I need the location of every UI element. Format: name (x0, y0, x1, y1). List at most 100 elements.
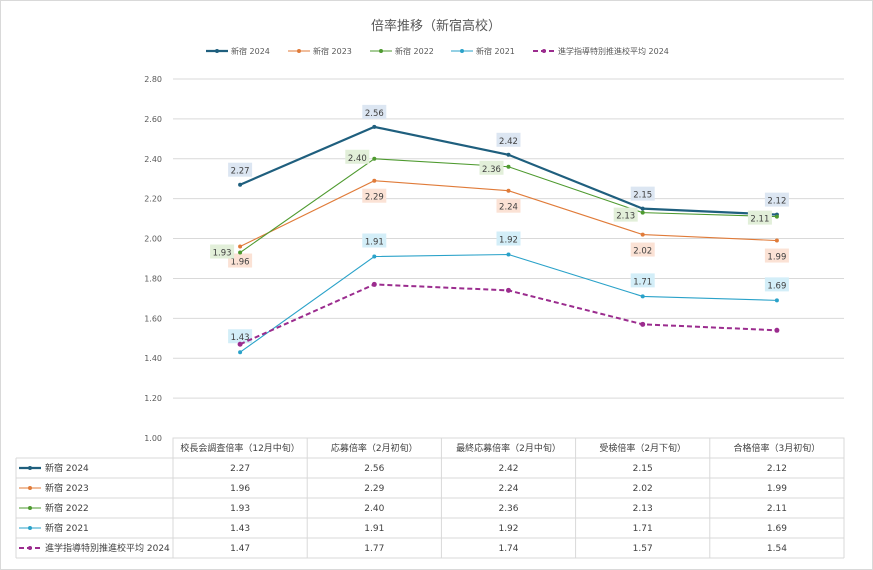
y-tick-label: 1.00 (144, 434, 162, 443)
y-tick-label: 2.20 (144, 195, 162, 204)
data-point (506, 164, 511, 169)
data-point (372, 124, 377, 129)
series-line-3 (239, 253, 777, 353)
data-point (640, 294, 645, 299)
data-label: 2.29 (365, 193, 384, 203)
table-cell: 1.57 (633, 544, 653, 554)
y-tick-label: 2.80 (144, 75, 162, 84)
y-tick-label: 2.40 (144, 155, 162, 164)
data-point (238, 182, 243, 187)
table-cell: 2.11 (767, 504, 787, 514)
data-label: 2.40 (348, 154, 367, 164)
data-label: 1.69 (767, 281, 786, 291)
data-point (506, 287, 511, 293)
table-series-name: 新宿 2023 (45, 482, 89, 494)
data-label: 1.99 (767, 253, 786, 263)
data-point (640, 321, 646, 327)
data-point (774, 298, 779, 303)
data-label-bg (747, 210, 772, 225)
table-cell: 1.54 (767, 544, 787, 554)
series-line-4 (239, 283, 777, 346)
legend-label-1: 新宿 2023 (313, 46, 352, 56)
data-label: 2.11 (750, 215, 769, 225)
data-label: 1.43 (231, 333, 250, 343)
data-label-bg (630, 186, 655, 201)
table-series-name: 新宿 2021 (45, 522, 89, 534)
data-label: 2.24 (499, 203, 518, 213)
table-legend-marker (28, 526, 32, 530)
data-label-bg (764, 248, 789, 263)
legend-label-2: 新宿 2022 (395, 46, 434, 56)
table-cell: 2.24 (498, 484, 518, 494)
table-cell: 1.93 (230, 504, 250, 514)
table-cell: 1.43 (230, 524, 250, 534)
data-point (506, 188, 511, 193)
table-cell: 2.36 (498, 504, 518, 514)
data-point (640, 206, 645, 211)
data-label-bg (496, 231, 521, 246)
data-point (640, 210, 645, 215)
legend-label-3: 新宿 2021 (476, 46, 515, 56)
y-tick-label: 1.60 (144, 314, 162, 323)
data-label-bg (630, 273, 655, 288)
table-cell: 2.02 (633, 484, 653, 494)
data-label: 2.02 (633, 247, 652, 257)
table-cell: 2.40 (364, 504, 384, 514)
data-label-bg (764, 277, 789, 292)
data-label: 2.12 (767, 197, 786, 207)
data-label: 2.56 (365, 109, 384, 119)
data-label-bg (345, 149, 370, 164)
table-series-name: 新宿 2022 (45, 502, 89, 514)
data-point (238, 250, 243, 255)
chart-title: 倍率推移（新宿高校） (371, 18, 501, 34)
table-cell: 2.15 (633, 464, 653, 474)
legend-marker-4 (542, 49, 546, 53)
data-label: 1.93 (213, 249, 232, 259)
legend-marker-1 (297, 49, 301, 53)
data-label-bg (362, 104, 387, 119)
table-cell: 2.56 (364, 464, 384, 474)
y-tick-label: 1.80 (144, 274, 162, 283)
data-point (237, 341, 243, 347)
x-category-label: 受検倍率（2月下旬） (599, 442, 686, 454)
table-cell: 2.42 (498, 464, 518, 474)
data-point (371, 281, 377, 287)
data-label-bg (479, 160, 504, 175)
table-cell: 2.12 (767, 464, 787, 474)
table-series-name: 新宿 2024 (45, 462, 89, 474)
table-cell: 1.99 (767, 484, 787, 494)
data-label: 1.71 (633, 277, 652, 287)
table-cell: 1.92 (498, 524, 518, 534)
data-label: 1.96 (231, 258, 250, 268)
data-point (238, 350, 243, 355)
data-label-bg (630, 242, 655, 257)
table-series-name: 進学指導特別推進校平均 2024 (45, 542, 170, 554)
table-cell: 1.77 (364, 544, 384, 554)
data-label-bg (362, 188, 387, 203)
data-point (372, 156, 377, 161)
data-label-bg (613, 207, 638, 222)
legend-label-0: 新宿 2024 (231, 46, 270, 56)
data-label-bg (362, 233, 387, 248)
data-point (238, 244, 243, 249)
table-legend-marker (28, 546, 32, 550)
y-tick-label: 1.40 (144, 354, 162, 363)
table-cell: 1.74 (498, 544, 518, 554)
data-label-bg (496, 198, 521, 213)
legend-label-4: 進学指導特別推進校平均 2024 (558, 46, 669, 56)
data-label-bg (496, 132, 521, 147)
data-label: 2.27 (231, 167, 250, 177)
data-point (774, 214, 779, 219)
data-label: 2.42 (499, 137, 518, 147)
y-tick-label: 1.20 (144, 394, 162, 403)
table-legend-marker (28, 466, 32, 470)
table-legend-marker (28, 506, 32, 510)
table-cell: 1.47 (230, 544, 250, 554)
legend-marker-2 (379, 49, 383, 53)
data-label: 2.13 (616, 212, 635, 222)
data-point (506, 152, 511, 157)
table-cell: 1.71 (633, 524, 653, 534)
y-tick-label: 2.00 (144, 235, 162, 244)
data-label: 2.15 (633, 191, 652, 201)
